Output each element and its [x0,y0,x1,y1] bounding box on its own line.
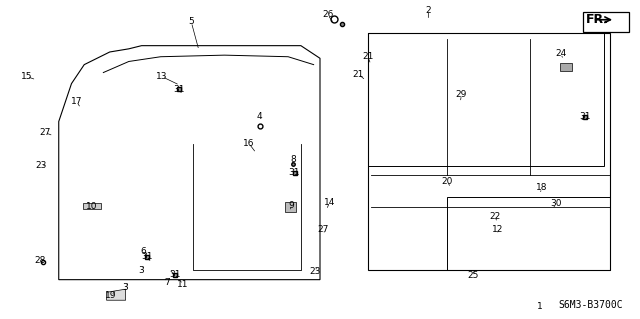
Text: 8: 8 [291,155,296,164]
Text: FR.: FR. [586,13,609,26]
Text: 15: 15 [21,72,33,81]
Text: 21: 21 [362,52,374,61]
Bar [583,12,629,33]
Text: 28: 28 [34,256,45,265]
Bar [83,204,100,209]
Text: 7: 7 [164,278,170,287]
Text: 25: 25 [467,271,479,280]
Text: 11: 11 [177,280,189,289]
Text: 19: 19 [105,291,116,300]
Text: 26: 26 [322,10,333,19]
Text: 27: 27 [317,225,329,234]
Text: 3: 3 [123,283,129,292]
Text: 21: 21 [353,70,364,78]
Text: 23: 23 [310,267,321,276]
Text: 14: 14 [324,198,335,207]
Text: 1: 1 [537,302,543,311]
Text: 31: 31 [141,252,152,261]
Bar [285,202,296,212]
Text: 27: 27 [39,128,51,137]
Text: 20: 20 [442,176,453,186]
Text: 31: 31 [169,271,180,279]
Text: 5: 5 [188,18,194,26]
Text: 10: 10 [86,202,98,211]
Text: S6M3-B3700C: S6M3-B3700C [558,300,623,310]
Polygon shape [106,289,125,300]
Text: 31: 31 [289,168,300,177]
Text: 9: 9 [289,201,294,210]
Bar [559,63,572,71]
Text: 16: 16 [243,138,254,148]
Text: 12: 12 [492,225,503,234]
Text: 18: 18 [536,183,547,192]
Text: 13: 13 [156,72,168,81]
Text: 23: 23 [35,161,47,170]
Text: 24: 24 [556,49,566,58]
Text: 3: 3 [139,266,145,275]
Text: 22: 22 [490,212,501,221]
Text: 29: 29 [456,90,467,99]
Text: 31: 31 [173,85,184,94]
Text: 30: 30 [550,199,561,208]
Text: 17: 17 [71,97,83,107]
Text: 4: 4 [257,112,262,121]
Text: 2: 2 [426,6,431,15]
Text: 31: 31 [579,112,591,121]
Text: 6: 6 [140,247,146,256]
